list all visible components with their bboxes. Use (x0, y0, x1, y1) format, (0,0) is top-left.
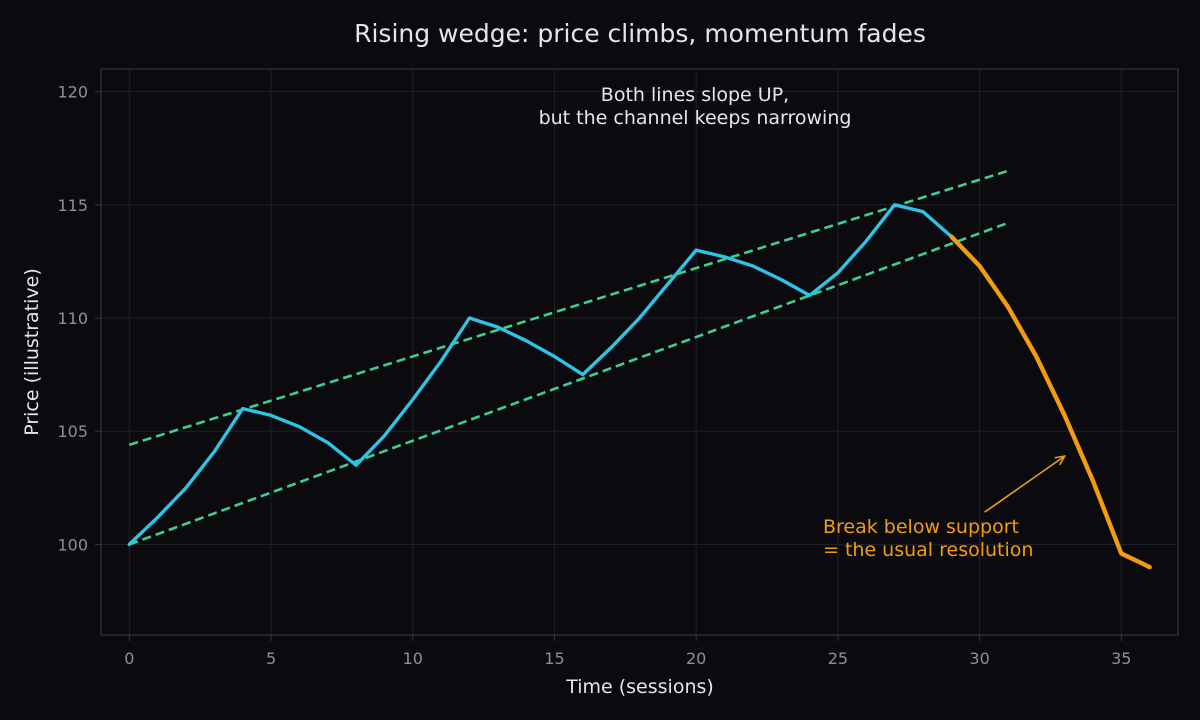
y-tick-label: 105 (57, 422, 88, 441)
y-axis-ticks: 100 105 110 115 120 (57, 83, 101, 554)
wedge-note-line-1: Both lines slope UP, (601, 84, 789, 106)
x-axis-ticks: 0 5 10 15 20 25 30 35 (124, 635, 1131, 668)
wedge-note-line-2: but the channel keeps narrowing (539, 107, 852, 129)
support-trendline (128, 221, 1009, 546)
x-tick-label: 20 (686, 649, 706, 668)
y-axis-title: Price (illustrative) (21, 268, 43, 436)
x-tick-label: 25 (828, 649, 848, 668)
breakdown-annotation-line-2: = the usual resolution (823, 539, 1033, 561)
breakdown-arrow (984, 455, 1067, 513)
x-tick-label: 10 (403, 649, 423, 668)
x-tick-label: 0 (124, 649, 134, 668)
chart-title: Rising wedge: price climbs, momentum fad… (354, 19, 926, 48)
y-tick-label: 110 (57, 309, 88, 328)
y-tick-label: 120 (57, 83, 88, 102)
y-tick-label: 115 (57, 196, 88, 215)
x-tick-label: 5 (266, 649, 276, 668)
price-series (127, 203, 1152, 570)
arrow-head (1054, 455, 1067, 466)
x-tick-label: 30 (969, 649, 989, 668)
breakdown-line (949, 234, 1152, 570)
trendlines (128, 169, 1009, 546)
price-line (127, 203, 953, 547)
breakdown-annotation-line-1: Break below support (823, 516, 1019, 538)
y-tick-label: 100 (57, 535, 88, 554)
arrow-shaft (984, 455, 1066, 513)
plot-frame (100, 68, 1179, 636)
x-tick-label: 35 (1111, 649, 1131, 668)
x-axis-title: Time (sessions) (565, 676, 714, 698)
x-tick-label: 15 (544, 649, 564, 668)
